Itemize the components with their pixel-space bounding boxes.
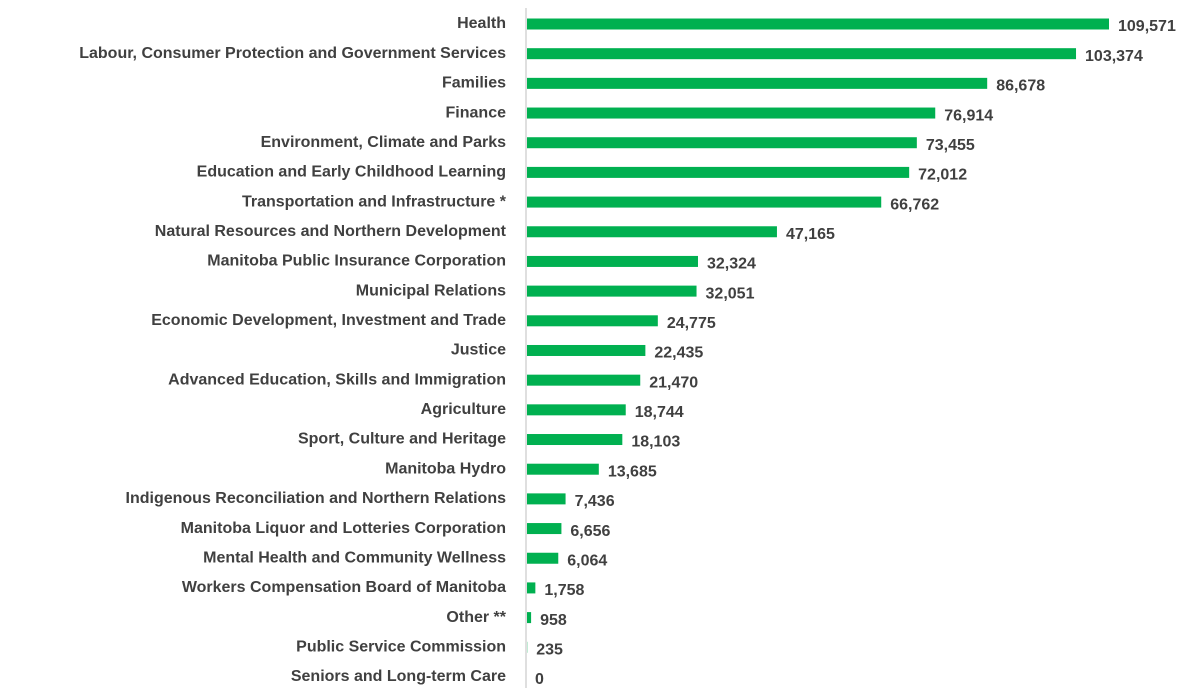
category-label: Labour, Consumer Protection and Governme…	[79, 45, 506, 62]
bar	[527, 582, 536, 594]
category-label: Manitoba Hydro	[385, 460, 506, 477]
category-label: Workers Compensation Board of Manitoba	[182, 579, 506, 596]
category-label: Manitoba Liquor and Lotteries Corporatio…	[181, 520, 506, 537]
data-label: 47,165	[786, 226, 835, 243]
category-label: Health	[457, 15, 506, 32]
data-label: 7,436	[575, 493, 615, 510]
data-label: 76,914	[944, 107, 993, 124]
data-label: 18,103	[631, 434, 680, 451]
category-label: Advanced Education, Skills and Immigrati…	[168, 371, 506, 388]
bar	[527, 374, 641, 386]
bar	[527, 166, 910, 178]
category-label: Manitoba Public Insurance Corporation	[207, 253, 506, 270]
bar	[527, 552, 559, 564]
data-label: 66,762	[890, 196, 939, 213]
bar	[527, 77, 988, 89]
bar	[527, 493, 566, 505]
data-label: 32,051	[706, 285, 755, 302]
category-label: Families	[442, 75, 506, 92]
data-label: 72,012	[918, 167, 967, 184]
category-label: Sport, Culture and Heritage	[298, 431, 506, 448]
bar	[527, 404, 626, 416]
category-label: Agriculture	[421, 401, 506, 418]
data-label: 6,064	[567, 552, 607, 569]
bar	[527, 463, 599, 475]
category-label: Seniors and Long-term Care	[291, 668, 506, 685]
bar	[527, 523, 562, 535]
data-label: 73,455	[926, 137, 975, 154]
data-label: 958	[540, 612, 567, 629]
data-label: 22,435	[654, 345, 703, 362]
category-label: Mental Health and Community Wellness	[203, 549, 506, 566]
data-label: 32,324	[707, 256, 756, 273]
data-label: 0	[535, 671, 544, 688]
bar	[527, 18, 1109, 30]
bar	[527, 48, 1077, 60]
category-label: Natural Resources and Northern Developme…	[155, 223, 507, 240]
bar	[527, 107, 936, 119]
category-label: Transportation and Infrastructure *	[242, 193, 507, 210]
data-label: 235	[536, 641, 563, 658]
category-label: Indigenous Reconciliation and Northern R…	[126, 490, 507, 507]
data-label: 24,775	[667, 315, 716, 332]
data-label: 1,758	[544, 582, 584, 599]
bar	[527, 196, 882, 208]
bar	[527, 434, 623, 446]
data-label: 13,685	[608, 463, 657, 480]
category-label: Other **	[446, 609, 506, 626]
data-label: 86,678	[996, 78, 1045, 95]
data-label: 6,656	[570, 523, 610, 540]
category-label: Education and Early Childhood Learning	[197, 164, 506, 181]
category-label: Municipal Relations	[356, 282, 506, 299]
bar	[527, 344, 646, 356]
category-label: Environment, Climate and Parks	[261, 134, 507, 151]
data-label: 109,571	[1118, 18, 1176, 35]
bar	[527, 612, 532, 624]
bar	[527, 255, 698, 267]
bar	[527, 285, 697, 297]
bar	[527, 137, 917, 149]
data-label: 18,744	[635, 404, 684, 421]
category-label: Finance	[446, 104, 507, 121]
bar	[527, 226, 777, 238]
category-label: Economic Development, Investment and Tra…	[151, 312, 506, 329]
data-label: 103,374	[1085, 48, 1143, 65]
bar	[527, 315, 658, 327]
data-label: 21,470	[649, 374, 698, 391]
category-label: Justice	[451, 342, 506, 359]
category-label: Public Service Commission	[296, 638, 506, 655]
